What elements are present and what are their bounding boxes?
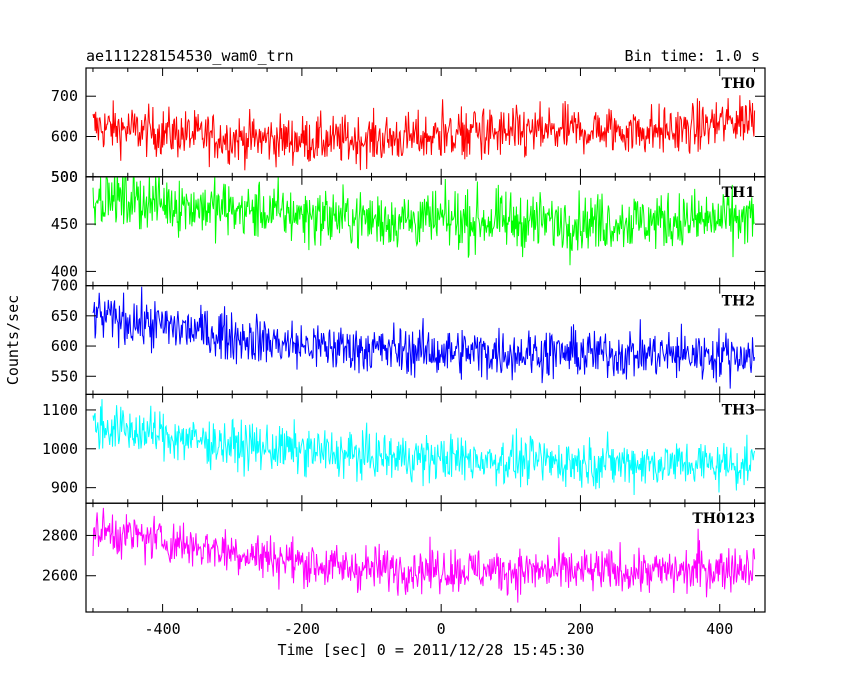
y-tick-label: 700 [51,277,78,295]
x-tick-label: 200 [567,620,594,638]
x-tick-label: -200 [284,620,320,638]
bin-time-label: Bin time: 1.0 s [625,47,760,65]
y-tick-label: 450 [51,215,78,233]
panel-label-th2: TH2 [722,294,755,310]
y-tick-label: 2800 [42,526,78,544]
series-line-th3 [92,399,756,496]
panel-th2: 550 600 650 700 TH2 [51,277,766,396]
y-tick-label: 500 [51,168,78,186]
y-tick-label: 2600 [42,567,78,585]
x-tick-label: 400 [706,620,733,638]
panel-frame [85,176,766,287]
y-tick-label: 900 [51,479,78,497]
series-line-th1 [92,176,755,266]
y-tick-label: 500 [51,168,78,186]
panel-label-th3: TH3 [722,402,755,418]
y-tick-label: 600 [51,337,78,355]
x-axis-label: Time [sec] 0 = 2011/12/28 15:45:30 [277,641,584,659]
panel-frame [85,285,766,396]
y-tick-label: 400 [51,262,78,280]
y-tick-label: 600 [51,128,78,146]
panel-label-th0123: TH0123 [692,511,755,527]
panel-label-th1: TH1 [722,185,755,201]
panel-label-th0: TH0 [722,76,756,92]
panels-group: 500600700TH0400450500TH1550600650700TH29… [42,67,766,638]
panel-th0123: 2600 2800 TH0123 [42,502,766,613]
panel-frame [85,393,766,504]
panel-frame [85,502,766,613]
series-line-th0123 [92,507,756,603]
x-tick-label: -400 [145,620,181,638]
y-tick-label: 1000 [42,440,78,458]
y-tick-label: 550 [51,367,78,385]
y-axis-label: Counts/sec [4,295,22,385]
panel-th1: 400 450 500 TH1 [51,168,766,287]
series-line-th0 [92,95,756,171]
x-tick-label: 0 [437,620,446,638]
series-line-th2 [92,286,756,389]
panel-th0: 500 600 700 TH0 [51,67,766,186]
y-tick-label: 1100 [42,401,78,419]
chart-title: ae111228154530_wam0_trn [86,47,294,65]
y-tick-label: 700 [51,87,78,105]
y-tick-label: 650 [51,307,78,325]
panel-th3: 900 1000 1100 TH3 [42,393,766,504]
